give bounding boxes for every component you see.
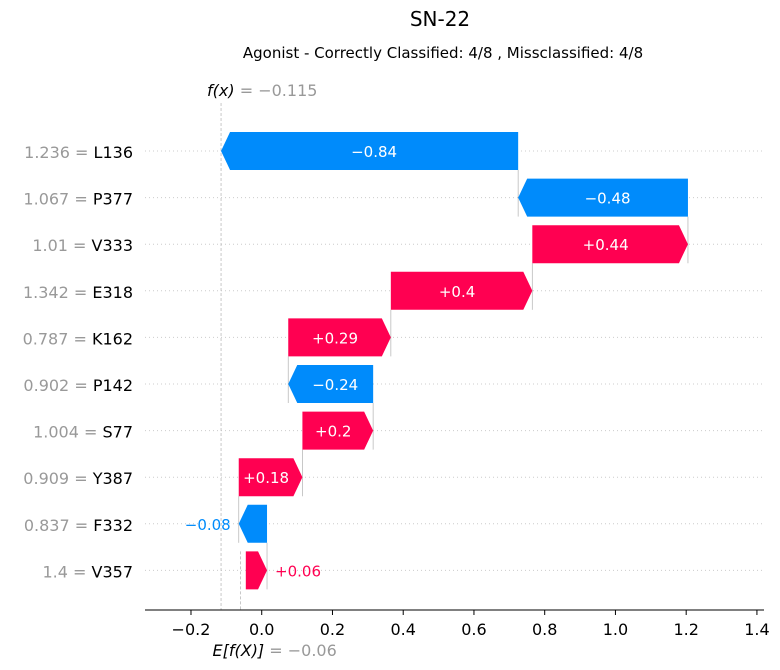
bar-P377 xyxy=(518,178,688,217)
bar-value-label: +0.4 xyxy=(439,283,475,301)
feature-value: 0.902 = xyxy=(23,376,92,395)
feature-label: 0.837 = F332 xyxy=(24,516,133,535)
feature-label: 0.902 = P142 xyxy=(23,376,133,395)
efx-symbol: E[f(X)] xyxy=(213,641,265,660)
x-tick-label: −0.2 xyxy=(172,620,211,639)
fx-annotation: f(x) = −0.115 xyxy=(207,81,317,100)
bar-S77 xyxy=(302,411,374,450)
bar-value-label: +0.06 xyxy=(275,562,321,580)
bar-F332 xyxy=(238,504,268,543)
x-tick-label: 1.2 xyxy=(673,620,698,639)
feature-labels: 1.236 = L136 1.067 = P377 1.01 = V333 1.342… xyxy=(23,143,133,581)
feature-label: 1.01 = V333 xyxy=(32,236,133,255)
bar-E318 xyxy=(390,271,533,310)
feature-name: L136 xyxy=(94,143,133,162)
feature-value: 0.909 = xyxy=(23,469,92,488)
feature-name: K162 xyxy=(92,329,133,348)
x-tick-label: 1.4 xyxy=(744,620,769,639)
bar-value-label: −0.24 xyxy=(312,376,358,394)
bar-P142 xyxy=(288,365,374,403)
bar-V333 xyxy=(532,225,688,264)
feature-name: S77 xyxy=(102,423,133,442)
feature-value: 1.067 = xyxy=(23,190,92,209)
x-tick-label: 0.4 xyxy=(390,620,415,639)
x-tick-label: 0.2 xyxy=(320,620,345,639)
feature-name: V357 xyxy=(92,562,133,581)
x-tick-label: 0.8 xyxy=(532,620,557,639)
bar-value-label: +0.29 xyxy=(312,329,358,347)
x-tick-label: 0.0 xyxy=(249,620,274,639)
bar-Y387 xyxy=(238,458,303,497)
bars-layer: −0.84 −0.48 +0.44 +0.4 +0.29 −0.24 +0.2 +0.18 −0… xyxy=(185,132,688,590)
feature-value: 1.4 = xyxy=(42,562,91,581)
bar-V357 xyxy=(245,551,268,590)
fx-value: = −0.115 xyxy=(235,81,318,100)
feature-value: 1.236 = xyxy=(24,143,93,162)
efx-value: = −0.06 xyxy=(264,641,337,660)
fx-symbol: f(x) xyxy=(207,81,235,100)
chart-subtitle: Agonist - Correctly Classified: 4/8 , Mi… xyxy=(243,44,643,62)
x-tick-label: 1.0 xyxy=(603,620,628,639)
bar-value-label: +0.2 xyxy=(315,423,351,441)
x-axis: −0.2 0.0 0.2 0.4 0.6 0.8 1.0 1.2 1.4 xyxy=(145,609,770,639)
feature-value: 1.01 = xyxy=(32,236,91,255)
feature-name: E318 xyxy=(92,283,133,302)
feature-label: 0.787 = K162 xyxy=(23,329,133,348)
feature-label: 1.067 = P377 xyxy=(23,190,133,209)
feature-label: 1.342 = E318 xyxy=(23,283,133,302)
bar-value-label: −0.08 xyxy=(185,516,231,534)
feature-value: 1.004 = xyxy=(33,423,102,442)
feature-name: P142 xyxy=(93,376,133,395)
reference-lines xyxy=(220,103,689,610)
bar-K162 xyxy=(288,318,391,357)
bar-value-label: +0.18 xyxy=(243,469,289,487)
feature-value: 0.837 = xyxy=(24,516,93,535)
fx-label: f(x) = −0.115 xyxy=(207,81,317,100)
feature-value: 1.342 = xyxy=(23,283,92,302)
bar-L136 xyxy=(221,132,519,170)
bar-value-label: −0.84 xyxy=(351,143,397,161)
efx-label: E[f(X)] = −0.06 xyxy=(213,641,337,660)
feature-label: 1.004 = S77 xyxy=(33,423,133,442)
feature-label: 1.4 = V357 xyxy=(42,562,133,581)
feature-name: V333 xyxy=(92,236,133,255)
x-tick-label: 0.6 xyxy=(461,620,486,639)
bar-value-label: −0.48 xyxy=(585,190,631,208)
bar-value-label: +0.44 xyxy=(583,236,629,254)
feature-name: P377 xyxy=(93,190,133,209)
chart-title: SN-22 xyxy=(410,7,470,31)
feature-name: F332 xyxy=(93,516,133,535)
feature-value: 0.787 = xyxy=(23,329,92,348)
feature-label: 0.909 = Y387 xyxy=(23,469,133,488)
feature-label: 1.236 = L136 xyxy=(24,143,133,162)
feature-name: Y387 xyxy=(92,469,133,488)
expected-value-annotation: E[f(X)] = −0.06 xyxy=(213,641,337,660)
